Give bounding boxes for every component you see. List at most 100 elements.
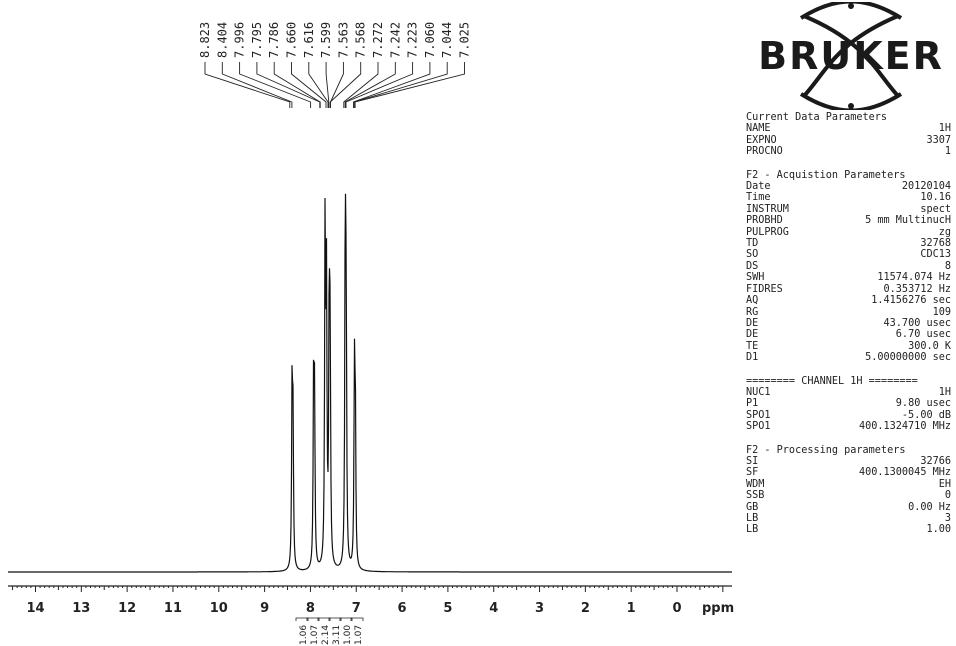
peak-label: 7.025 bbox=[458, 22, 472, 58]
peak-label: 7.786 bbox=[267, 22, 281, 58]
param-row: RG 109 bbox=[746, 307, 951, 318]
param-key: FIDRES bbox=[746, 283, 783, 295]
peak-label-connector bbox=[344, 62, 396, 108]
param-key: P1 bbox=[746, 398, 759, 410]
peak-label: 7.223 bbox=[406, 22, 420, 58]
param-key: PROCNO bbox=[746, 146, 783, 158]
param-row: WDM EH bbox=[746, 479, 951, 490]
logo-bottom-arc bbox=[799, 92, 903, 110]
param-row: PROCNO 1 bbox=[746, 146, 951, 157]
param-key: WDM bbox=[746, 478, 765, 490]
peak-label-connector bbox=[204, 62, 291, 108]
param-key: Date bbox=[746, 181, 771, 193]
peak-label: 7.272 bbox=[371, 22, 385, 58]
param-key: SF bbox=[746, 467, 759, 479]
peak-label-connector bbox=[343, 62, 379, 108]
param-value: 8 bbox=[944, 260, 951, 272]
param-row: SWH 11574.074 Hz bbox=[746, 272, 951, 283]
param-row: LB 3 bbox=[746, 513, 951, 524]
peak-label: 7.044 bbox=[440, 22, 454, 58]
peak-label-connector bbox=[308, 62, 329, 108]
logo-top-arc bbox=[799, 2, 903, 20]
integral-label: 1.00 bbox=[343, 625, 353, 645]
param-key: TE bbox=[746, 340, 759, 352]
logo-dot-top bbox=[848, 3, 854, 9]
param-key: DE bbox=[746, 317, 759, 329]
x-tick-label: 12 bbox=[118, 601, 136, 616]
param-key: DS bbox=[746, 260, 759, 272]
x-tick-label: 9 bbox=[260, 601, 269, 616]
param-row: SPO1 400.1324710 MHz bbox=[746, 421, 951, 432]
x-axis-label: ppm bbox=[702, 601, 734, 616]
param-value: 1.00 bbox=[926, 524, 951, 536]
param-row: INSTRUM spect bbox=[746, 204, 951, 215]
param-value: 10.16 bbox=[920, 192, 951, 204]
integral-label: 1.07 bbox=[354, 625, 364, 645]
param-value: zg bbox=[938, 226, 951, 238]
integral-bracket bbox=[317, 617, 331, 621]
integral-labels: 1.06 1.07 2.14 3.11 1.00 1.07 bbox=[295, 617, 364, 645]
param-row: NAME 1H bbox=[746, 123, 951, 134]
param-key: GB bbox=[746, 501, 759, 513]
x-tick-label: 8 bbox=[306, 601, 315, 616]
peak-label-connector bbox=[354, 62, 465, 108]
param-row: Date 20120104 bbox=[746, 181, 951, 192]
param-value: 1H bbox=[938, 123, 951, 135]
param-row: AQ 1.4156276 sec bbox=[746, 295, 951, 306]
spectrum-trace bbox=[8, 193, 732, 573]
param-key: SWH bbox=[746, 272, 765, 284]
peak-label-connector bbox=[330, 62, 344, 108]
param-value: 5.00000000 sec bbox=[865, 352, 951, 364]
peak-label: 8.823 bbox=[198, 22, 212, 58]
param-row: SSB 0 bbox=[746, 490, 951, 501]
param-value: 1 bbox=[944, 146, 951, 158]
param-value: 32768 bbox=[920, 238, 951, 250]
logo-orbit-left bbox=[802, 14, 899, 98]
param-key: AQ bbox=[746, 295, 759, 307]
param-row: SI 32766 bbox=[746, 456, 951, 467]
logo-text: BRUKER bbox=[758, 34, 944, 78]
param-key: NAME bbox=[746, 123, 771, 135]
x-tick-label: 13 bbox=[72, 601, 90, 616]
param-key: TD bbox=[746, 238, 759, 250]
param-row: TD 32768 bbox=[746, 238, 951, 249]
param-value: 300.0 K bbox=[908, 340, 951, 352]
param-key: LB bbox=[746, 513, 759, 524]
param-value: CDC13 bbox=[920, 249, 951, 261]
param-row: NUC1 1H bbox=[746, 387, 951, 398]
x-tick-label: 4 bbox=[489, 601, 498, 616]
spectrum-plot: 8.823 8.404 7.996 7.795 7.786 7.660 7.616 7.599… bbox=[8, 22, 734, 645]
section-title: F2 - Acquistion Parameters bbox=[746, 169, 906, 181]
param-row: PULPROG zg bbox=[746, 227, 951, 238]
peak-label: 7.616 bbox=[302, 22, 316, 58]
param-value: 1H bbox=[938, 386, 951, 398]
x-tick-label: 3 bbox=[535, 601, 544, 616]
param-row: GB 0.00 Hz bbox=[746, 502, 951, 513]
section-title: Current Data Parameters bbox=[746, 112, 888, 123]
param-key: SO bbox=[746, 249, 759, 261]
param-key: SPO1 bbox=[746, 421, 771, 433]
x-axis-ticks bbox=[12, 586, 724, 592]
param-row: DS 8 bbox=[746, 261, 951, 272]
peak-label: 7.660 bbox=[285, 22, 299, 58]
peak-label: 7.060 bbox=[423, 22, 437, 58]
x-axis-tick-labels: 14 13 12 11 10 9 8 7 6 5 4 3 2 1 0 bbox=[26, 601, 681, 616]
peak-label-connector bbox=[325, 62, 330, 108]
logo-orbit-right bbox=[803, 14, 900, 98]
peak-label-connector bbox=[239, 62, 312, 108]
integral-bracket bbox=[295, 617, 309, 621]
integral-label: 1.06 bbox=[299, 625, 309, 645]
param-value: 400.1300045 MHz bbox=[858, 467, 951, 479]
param-value: 5 mm MultinucH bbox=[865, 215, 951, 227]
param-key: PULPROG bbox=[746, 226, 789, 238]
param-value: 109 bbox=[932, 306, 951, 318]
x-tick-label: 11 bbox=[164, 601, 182, 616]
peak-label-connector bbox=[273, 62, 321, 108]
param-key: SSB bbox=[746, 490, 765, 502]
section-gap bbox=[746, 158, 951, 170]
param-value: 32766 bbox=[920, 455, 951, 467]
peak-label-connector bbox=[353, 62, 448, 108]
bruker-logo: BRUKER bbox=[758, 2, 944, 110]
integral-bracket bbox=[339, 617, 353, 621]
